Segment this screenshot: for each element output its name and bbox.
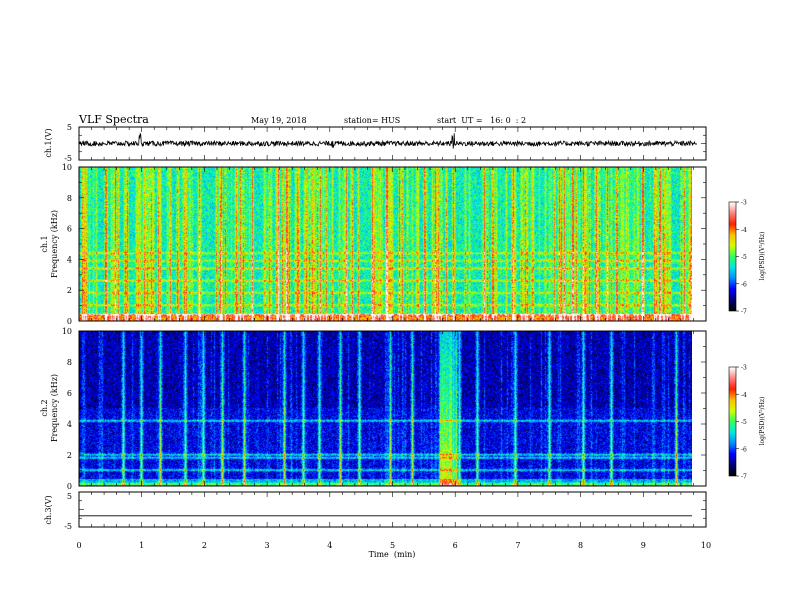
time-tick-label: 10 [701,541,711,550]
frequency-tick-label: 10 [62,163,72,172]
colorbar-tick-label: -5 [741,419,747,426]
colorbar-tick-label: -5 [741,254,747,261]
frequency-tick-label: 8 [67,194,72,203]
ch3-waveform-panel: ch.3(V) 5 -5 [44,491,707,531]
ch1-colorbar-ticks: -3 -4 -5 -6 -7 [736,200,747,316]
colorbar-tick-label: -6 [741,281,747,288]
frequency-tick-label: 6 [67,225,72,234]
time-tick-label: 0 [76,541,81,550]
ch2-colorbar-label: log(PSD)(V²/Hz) [759,397,766,446]
frequency-tick-label: 4 [67,420,72,429]
ch1-spectrogram-panel: ch.1 Frequency (kHz) 0 2 4 6 8 10 [40,163,707,326]
ch1-waveform-panel: ch.1(V) 5 -5 [44,123,707,163]
ch1-spectrogram-ticks [78,166,707,322]
ch1-spectrogram-yticklabels: 0 2 4 6 8 10 [62,163,72,326]
colorbar-tick-label: -3 [741,200,747,207]
start-time-label: start UT = 16: 0 : 2 [437,116,526,125]
ch1-colorbar-label: log(PSD)(V²/Hz) [759,232,766,281]
frequency-tick-label: 6 [67,389,72,398]
x-axis-ticklabels: 0 1 2 3 4 5 6 7 8 9 10 [76,541,711,550]
time-tick-label: 6 [453,541,458,550]
frequency-tick-label: 2 [67,286,72,295]
time-tick-label: 2 [202,541,207,550]
time-tick-label: 4 [327,541,332,550]
time-tick-label: 7 [515,541,520,550]
ch1-spectrogram-image [79,167,692,321]
ch2-colorbar: -3 -4 -5 -6 -7 log(PSD)(V²/Hz) [728,365,766,481]
frequency-tick-label: 8 [67,358,72,367]
frequency-tick-label: 4 [67,255,72,264]
colorbar-tick-label: -7 [741,474,747,481]
ch3-waveform-ylabel: ch.3(V) [44,495,53,524]
x-axis-label: Time (min) [369,550,416,559]
ch2-spectrogram-yticklabels: 0 2 4 6 8 10 [62,327,72,491]
figure-title: VLF Spectra [78,113,149,126]
ch3-waveform-ticks [78,491,707,528]
ch1-waveform-ticks [78,126,707,161]
ch1-waveform-trace [78,132,697,149]
ch2-spectrogram-panel: ch.2 Frequency (kHz) 0 2 4 6 8 10 [40,327,707,491]
ch3-ytick-top: 5 [67,492,72,501]
colorbar-tick-label: -4 [741,227,747,234]
frequency-tick-label: 0 [67,317,72,326]
date-label: May 19, 2018 [251,116,307,125]
time-tick-label: 8 [578,541,583,550]
ch1-colorbar-gradient [729,202,736,311]
station-label: station= HUS [344,116,400,125]
frequency-tick-label: 2 [67,451,72,460]
colorbar-tick-label: -4 [741,392,747,399]
ch2-spectrogram-ticks [78,330,707,487]
ch3-ytick-bottom: -5 [64,522,72,531]
colorbar-tick-label: -7 [741,309,747,316]
time-tick-label: 9 [641,541,646,550]
ch1-colorbar: -3 -4 -5 -6 -7 log(PSD)(V²/Hz) [728,200,766,316]
frequency-tick-label: 10 [62,327,72,336]
ch2-colorbar-ticks: -3 -4 -5 -6 -7 [736,365,747,481]
time-tick-label: 3 [265,541,270,550]
ch1-waveform-ylabel: ch.1(V) [44,128,53,157]
ch3-waveform-frame [78,491,707,528]
frequency-tick-label: 0 [67,482,72,491]
ch2-spectrogram-ylabel-ch: ch.2 [40,399,49,416]
ch1-ytick-top: 5 [67,123,72,132]
colorbar-tick-label: -3 [741,365,747,372]
ch1-spectrogram-ylabel-ch: ch.1 [40,235,49,252]
ch1-ytick-bottom: -5 [64,154,72,163]
ch2-spectrogram-image [79,331,692,486]
colorbar-tick-label: -6 [741,446,747,453]
time-tick-label: 5 [390,541,395,550]
ch2-colorbar-gradient [729,367,736,476]
ch1-spectrogram-ylabel-freq: Frequency (kHz) [50,210,59,278]
ch2-spectrogram-ylabel-freq: Frequency (kHz) [50,374,59,442]
time-tick-label: 1 [139,541,144,550]
